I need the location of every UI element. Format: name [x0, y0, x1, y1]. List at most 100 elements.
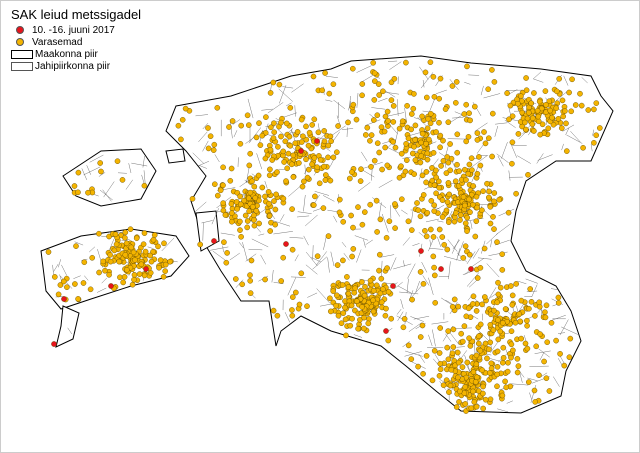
earlier-finding-point: [325, 154, 331, 161]
earlier-finding-point: [566, 89, 572, 96]
earlier-finding-point: [386, 218, 393, 224]
earlier-finding-point: [334, 262, 341, 268]
earlier-finding-point: [373, 282, 380, 289]
earlier-finding-point: [403, 59, 409, 66]
earlier-finding-point: [432, 299, 439, 306]
earlier-finding-point: [336, 209, 343, 216]
earlier-finding-point: [412, 157, 419, 163]
earlier-finding-point: [100, 258, 106, 265]
land-vormsi: [165, 148, 186, 164]
earlier-finding-point: [336, 196, 343, 203]
earlier-finding-point: [465, 170, 472, 177]
earlier-finding-point: [503, 384, 510, 391]
earlier-finding-point: [252, 195, 258, 201]
earlier-finding-point: [348, 302, 355, 309]
earlier-finding-point: [531, 387, 538, 394]
earlier-finding-point: [440, 157, 447, 164]
earlier-finding-point: [446, 389, 452, 395]
earlier-finding-point: [494, 348, 501, 355]
earlier-finding-point: [296, 301, 303, 308]
earlier-finding-point: [439, 197, 446, 203]
earlier-finding-point: [350, 246, 357, 252]
earlier-finding-point: [408, 126, 415, 133]
earlier-finding-point: [333, 302, 339, 309]
earlier-finding-point: [211, 181, 218, 187]
earlier-finding-point: [431, 182, 438, 188]
earlier-finding-point: [468, 191, 475, 198]
earlier-finding-point: [81, 259, 88, 266]
earlier-finding-point: [253, 208, 260, 214]
earlier-finding-point: [507, 102, 514, 109]
earlier-finding-point: [437, 75, 444, 82]
earlier-finding-point: [298, 270, 305, 277]
earlier-finding-point: [390, 103, 397, 109]
earlier-finding-point: [504, 368, 511, 375]
earlier-finding-point: [398, 196, 405, 202]
earlier-finding-point: [464, 359, 471, 366]
earlier-finding-point: [223, 259, 230, 266]
legend-item-recent: 10. -16. juuni 2017: [11, 24, 141, 36]
earlier-finding-point: [327, 295, 333, 302]
earlier-finding-point: [452, 100, 459, 106]
earlier-finding-point: [411, 91, 417, 97]
earlier-finding-point: [411, 143, 417, 150]
earlier-finding-point: [480, 405, 487, 412]
earlier-finding-point: [142, 248, 149, 255]
earlier-finding-point: [263, 114, 269, 120]
earlier-finding-point: [459, 364, 466, 370]
earlier-finding-point: [532, 399, 539, 405]
earlier-finding-point: [259, 132, 266, 139]
earlier-finding-point: [464, 63, 470, 70]
earlier-finding-point: [499, 359, 506, 366]
earlier-finding-point: [333, 149, 340, 155]
legend-label: Jahipiirkonna piir: [35, 60, 111, 72]
earlier-finding-point: [470, 369, 477, 375]
earlier-finding-point: [464, 214, 471, 221]
earlier-finding-point: [362, 283, 368, 290]
earlier-finding-point: [298, 116, 305, 123]
earlier-finding-point: [314, 164, 321, 170]
earlier-finding-point: [237, 218, 243, 225]
earlier-finding-point: [321, 138, 328, 145]
earlier-finding-point: [427, 226, 434, 233]
earlier-finding-point: [449, 350, 456, 357]
earlier-finding-point: [80, 280, 87, 286]
earlier-finding-point: [490, 327, 497, 333]
earlier-finding-point: [455, 303, 462, 310]
earlier-finding-point: [440, 382, 447, 389]
earlier-finding-point: [266, 172, 273, 179]
earlier-finding-point: [121, 274, 128, 280]
earlier-finding-point: [499, 251, 506, 257]
earlier-finding-point: [568, 108, 575, 115]
earlier-finding-point: [420, 280, 427, 287]
earlier-finding-point: [214, 192, 221, 199]
earlier-finding-point: [466, 251, 473, 258]
earlier-finding-point: [251, 217, 257, 223]
earlier-finding-point: [130, 249, 137, 256]
earlier-finding-point: [267, 228, 274, 234]
earlier-finding-point: [567, 335, 574, 342]
earlier-finding-point: [495, 291, 502, 298]
earlier-finding-point: [382, 312, 389, 319]
earlier-finding-point: [320, 205, 327, 211]
earlier-finding-point: [266, 212, 273, 219]
earlier-finding-point: [486, 188, 492, 195]
earlier-finding-point: [335, 123, 341, 129]
earlier-finding-point: [479, 367, 485, 373]
earlier-finding-point: [214, 105, 221, 111]
earlier-finding-point: [270, 307, 277, 314]
legend-label: Varasemad: [32, 36, 83, 48]
earlier-finding-point: [526, 379, 532, 385]
earlier-finding-point: [513, 281, 520, 287]
earlier-finding-point: [471, 399, 478, 405]
earlier-finding-point: [245, 122, 252, 128]
earlier-finding-point: [129, 281, 136, 288]
earlier-finding-point: [591, 106, 597, 113]
earlier-finding-point: [205, 145, 212, 152]
land-saaremaa: [40, 228, 190, 310]
earlier-finding-point: [315, 129, 322, 136]
earlier-finding-point: [298, 139, 305, 145]
earlier-finding-point: [430, 253, 437, 260]
earlier-finding-point: [266, 200, 272, 207]
